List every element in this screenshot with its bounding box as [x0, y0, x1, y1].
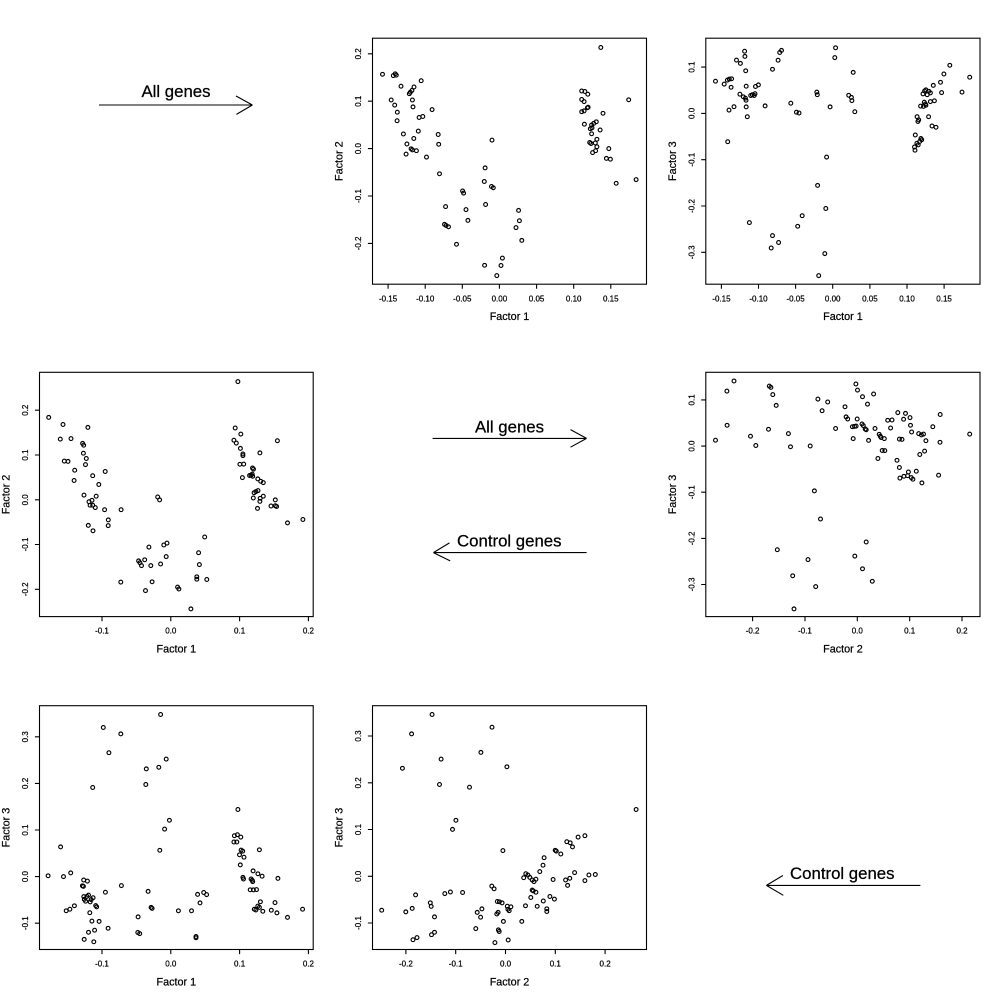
svg-text:Factor 2: Factor 2 — [490, 976, 530, 988]
svg-text:0.2: 0.2 — [956, 627, 968, 636]
svg-text:-0.2: -0.2 — [687, 531, 696, 545]
svg-text:0.00: 0.00 — [492, 294, 508, 303]
svg-text:Factor 3: Factor 3 — [667, 141, 679, 181]
svg-text:-0.3: -0.3 — [687, 577, 696, 591]
svg-text:0.0: 0.0 — [852, 627, 864, 636]
svg-text:0.1: 0.1 — [234, 960, 246, 969]
svg-text:0.1: 0.1 — [354, 95, 363, 107]
svg-text:All genes: All genes — [475, 417, 544, 436]
svg-text:Factor 3: Factor 3 — [334, 808, 346, 848]
svg-text:0.2: 0.2 — [303, 960, 315, 969]
svg-text:-0.1: -0.1 — [449, 960, 463, 969]
svg-text:0.3: 0.3 — [21, 731, 30, 743]
svg-text:0.2: 0.2 — [354, 48, 363, 60]
svg-text:-0.2: -0.2 — [21, 582, 30, 596]
svg-text:0.0: 0.0 — [687, 107, 696, 119]
svg-text:-0.3: -0.3 — [687, 245, 696, 259]
svg-text:Control genes: Control genes — [457, 531, 561, 550]
svg-text:Factor 2: Factor 2 — [1, 475, 13, 515]
svg-text:-0.1: -0.1 — [95, 627, 109, 636]
svg-text:0.10: 0.10 — [566, 294, 582, 303]
svg-text:0.1: 0.1 — [687, 61, 696, 73]
svg-text:0.00: 0.00 — [825, 294, 841, 303]
svg-text:-0.1: -0.1 — [687, 485, 696, 499]
svg-text:Factor 1: Factor 1 — [490, 311, 530, 323]
svg-text:0.2: 0.2 — [21, 777, 30, 789]
svg-text:0.0: 0.0 — [354, 142, 363, 154]
svg-text:-0.10: -0.10 — [749, 294, 768, 303]
svg-text:0.1: 0.1 — [904, 627, 916, 636]
svg-text:0.2: 0.2 — [600, 960, 612, 969]
svg-text:0.0: 0.0 — [21, 494, 30, 506]
svg-text:Factor 1: Factor 1 — [156, 976, 196, 988]
svg-text:0.15: 0.15 — [936, 294, 952, 303]
svg-text:0.0: 0.0 — [354, 870, 363, 882]
svg-text:-0.2: -0.2 — [354, 236, 363, 250]
svg-text:0.15: 0.15 — [603, 294, 619, 303]
svg-text:-0.2: -0.2 — [746, 627, 760, 636]
svg-text:0.10: 0.10 — [899, 294, 915, 303]
svg-text:0.05: 0.05 — [862, 294, 878, 303]
svg-text:Control genes: Control genes — [790, 864, 894, 883]
svg-text:0.0: 0.0 — [165, 627, 177, 636]
svg-text:-0.10: -0.10 — [416, 294, 435, 303]
svg-text:0.3: 0.3 — [354, 730, 363, 742]
svg-text:0.0: 0.0 — [165, 960, 177, 969]
svg-text:Factor 1: Factor 1 — [823, 311, 863, 323]
svg-text:0.0: 0.0 — [687, 440, 696, 452]
svg-text:0.1: 0.1 — [354, 823, 363, 835]
svg-text:0.05: 0.05 — [529, 294, 545, 303]
svg-text:Factor 3: Factor 3 — [1, 808, 13, 848]
svg-text:-0.2: -0.2 — [399, 960, 413, 969]
svg-text:-0.1: -0.1 — [95, 960, 109, 969]
svg-text:Factor 3: Factor 3 — [667, 475, 679, 515]
svg-text:0.1: 0.1 — [234, 627, 246, 636]
svg-text:Factor 1: Factor 1 — [156, 644, 196, 656]
svg-text:-0.1: -0.1 — [21, 537, 30, 551]
svg-text:-0.1: -0.1 — [21, 916, 30, 930]
svg-text:All genes: All genes — [141, 82, 210, 101]
svg-text:0.0: 0.0 — [500, 960, 512, 969]
svg-text:-0.05: -0.05 — [453, 294, 472, 303]
svg-text:-0.05: -0.05 — [786, 294, 805, 303]
svg-text:-0.1: -0.1 — [687, 152, 696, 166]
svg-text:0.1: 0.1 — [21, 824, 30, 836]
svg-text:0.0: 0.0 — [21, 870, 30, 882]
svg-text:-0.2: -0.2 — [687, 199, 696, 213]
svg-text:-0.15: -0.15 — [379, 294, 398, 303]
svg-text:0.2: 0.2 — [354, 777, 363, 789]
svg-text:Factor 2: Factor 2 — [823, 644, 863, 656]
svg-text:-0.15: -0.15 — [712, 294, 731, 303]
svg-text:0.1: 0.1 — [550, 960, 562, 969]
svg-text:0.1: 0.1 — [687, 394, 696, 406]
svg-text:0.2: 0.2 — [303, 627, 315, 636]
svg-text:0.2: 0.2 — [21, 404, 30, 416]
svg-text:-0.1: -0.1 — [354, 189, 363, 203]
svg-text:Factor 2: Factor 2 — [334, 141, 346, 181]
svg-text:0.1: 0.1 — [21, 449, 30, 461]
svg-text:-0.1: -0.1 — [354, 916, 363, 930]
svg-text:-0.1: -0.1 — [798, 627, 812, 636]
